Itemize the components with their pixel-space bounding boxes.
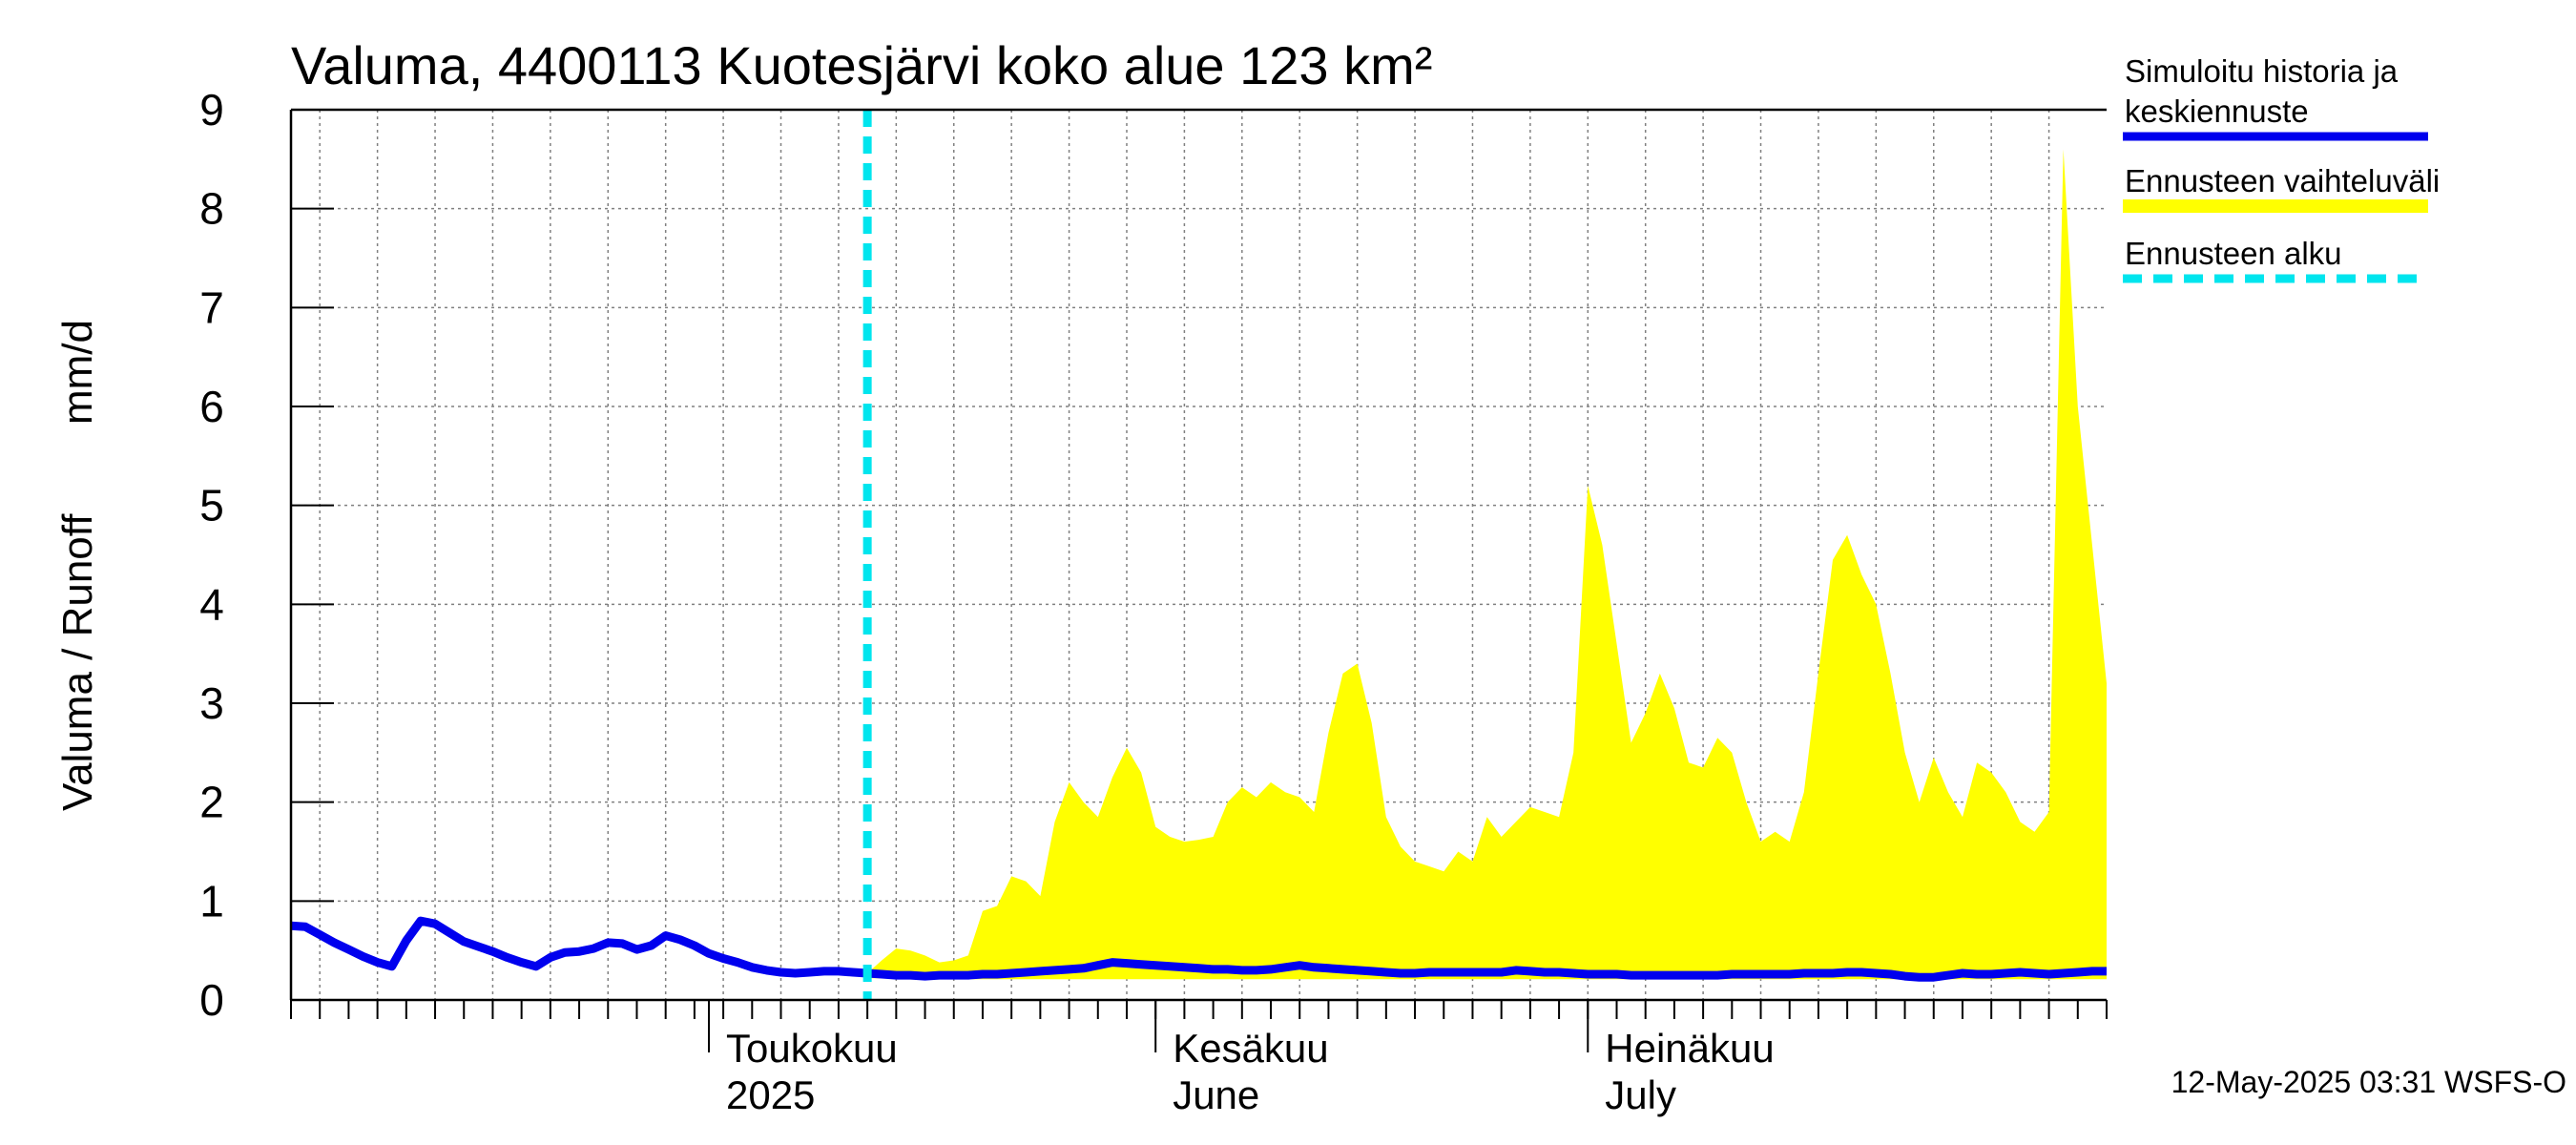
legend-label-forecast-start: Ennusteen alku	[2125, 236, 2342, 271]
y-tick-label: 7	[199, 282, 224, 332]
x-month-label: Toukokuu	[726, 1026, 898, 1071]
y-axis-label: Valuma / Runoff mm/d	[54, 320, 101, 811]
x-month-label: Heinäkuu	[1605, 1026, 1774, 1071]
x-month-sublabel: June	[1173, 1072, 1259, 1117]
legend-label-simulated-1: Simuloitu historia ja	[2125, 53, 2399, 89]
x-month-label: Kesäkuu	[1173, 1026, 1328, 1071]
mean-forecast-line	[290, 110, 2107, 1000]
y-tick-label: 2	[199, 778, 224, 827]
y-tick-label: 4	[199, 579, 224, 629]
y-tick-label: 5	[199, 481, 224, 531]
forecast-range-area	[867, 149, 2107, 980]
y-tick-label: 3	[199, 678, 224, 728]
legend-label-simulated-2: keskiennuste	[2125, 94, 2309, 129]
axes	[289, 108, 2108, 1052]
forecast-range-band	[867, 149, 2107, 980]
x-month-sublabel: 2025	[726, 1072, 815, 1117]
timestamp-footer: 12-May-2025 03:31 WSFS-O	[2171, 1065, 2566, 1099]
simulated-mean-line	[290, 916, 2107, 982]
y-tick-label: 1	[199, 876, 224, 926]
y-tick-label: 9	[199, 85, 224, 135]
chart-title: Valuma, 4400113 Kuotesjärvi koko alue 12…	[291, 35, 1432, 95]
legend: Simuloitu historia ja keskiennuste Ennus…	[2123, 53, 2440, 283]
y-tick-label: 6	[199, 382, 224, 431]
y-tick-label: 8	[199, 184, 224, 234]
y-axis-unit: mm/d	[54, 320, 101, 425]
y-axis-label-text: Valuma / Runoff	[54, 513, 101, 811]
legend-label-range: Ennusteen vaihteluväli	[2125, 163, 2440, 198]
y-tick-label: 0	[199, 975, 224, 1025]
x-month-sublabel: July	[1605, 1072, 1676, 1117]
